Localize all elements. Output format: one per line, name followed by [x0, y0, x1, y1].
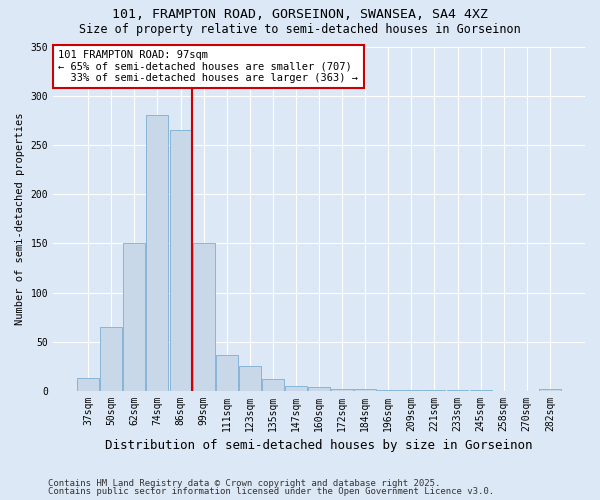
Bar	[239, 366, 261, 391]
Bar	[100, 327, 122, 391]
Bar	[124, 244, 145, 391]
Bar	[446, 390, 469, 391]
X-axis label: Distribution of semi-detached houses by size in Gorseinon: Distribution of semi-detached houses by …	[105, 440, 533, 452]
Bar	[170, 130, 191, 391]
Bar	[146, 116, 169, 391]
Bar	[424, 390, 445, 391]
Text: 101 FRAMPTON ROAD: 97sqm
← 65% of semi-detached houses are smaller (707)
  33% o: 101 FRAMPTON ROAD: 97sqm ← 65% of semi-d…	[58, 50, 358, 83]
Bar	[331, 389, 353, 391]
Bar	[285, 386, 307, 391]
Bar	[354, 389, 376, 391]
Y-axis label: Number of semi-detached properties: Number of semi-detached properties	[15, 112, 25, 325]
Text: 101, FRAMPTON ROAD, GORSEINON, SWANSEA, SA4 4XZ: 101, FRAMPTON ROAD, GORSEINON, SWANSEA, …	[112, 8, 488, 20]
Bar	[470, 390, 491, 391]
Bar	[216, 354, 238, 391]
Bar	[400, 390, 422, 391]
Bar	[262, 379, 284, 391]
Text: Size of property relative to semi-detached houses in Gorseinon: Size of property relative to semi-detach…	[79, 22, 521, 36]
Bar	[308, 387, 330, 391]
Bar	[377, 390, 399, 391]
Text: Contains HM Land Registry data © Crown copyright and database right 2025.: Contains HM Land Registry data © Crown c…	[48, 478, 440, 488]
Text: Contains public sector information licensed under the Open Government Licence v3: Contains public sector information licen…	[48, 487, 494, 496]
Bar	[77, 378, 99, 391]
Bar	[539, 389, 561, 391]
Bar	[193, 244, 215, 391]
